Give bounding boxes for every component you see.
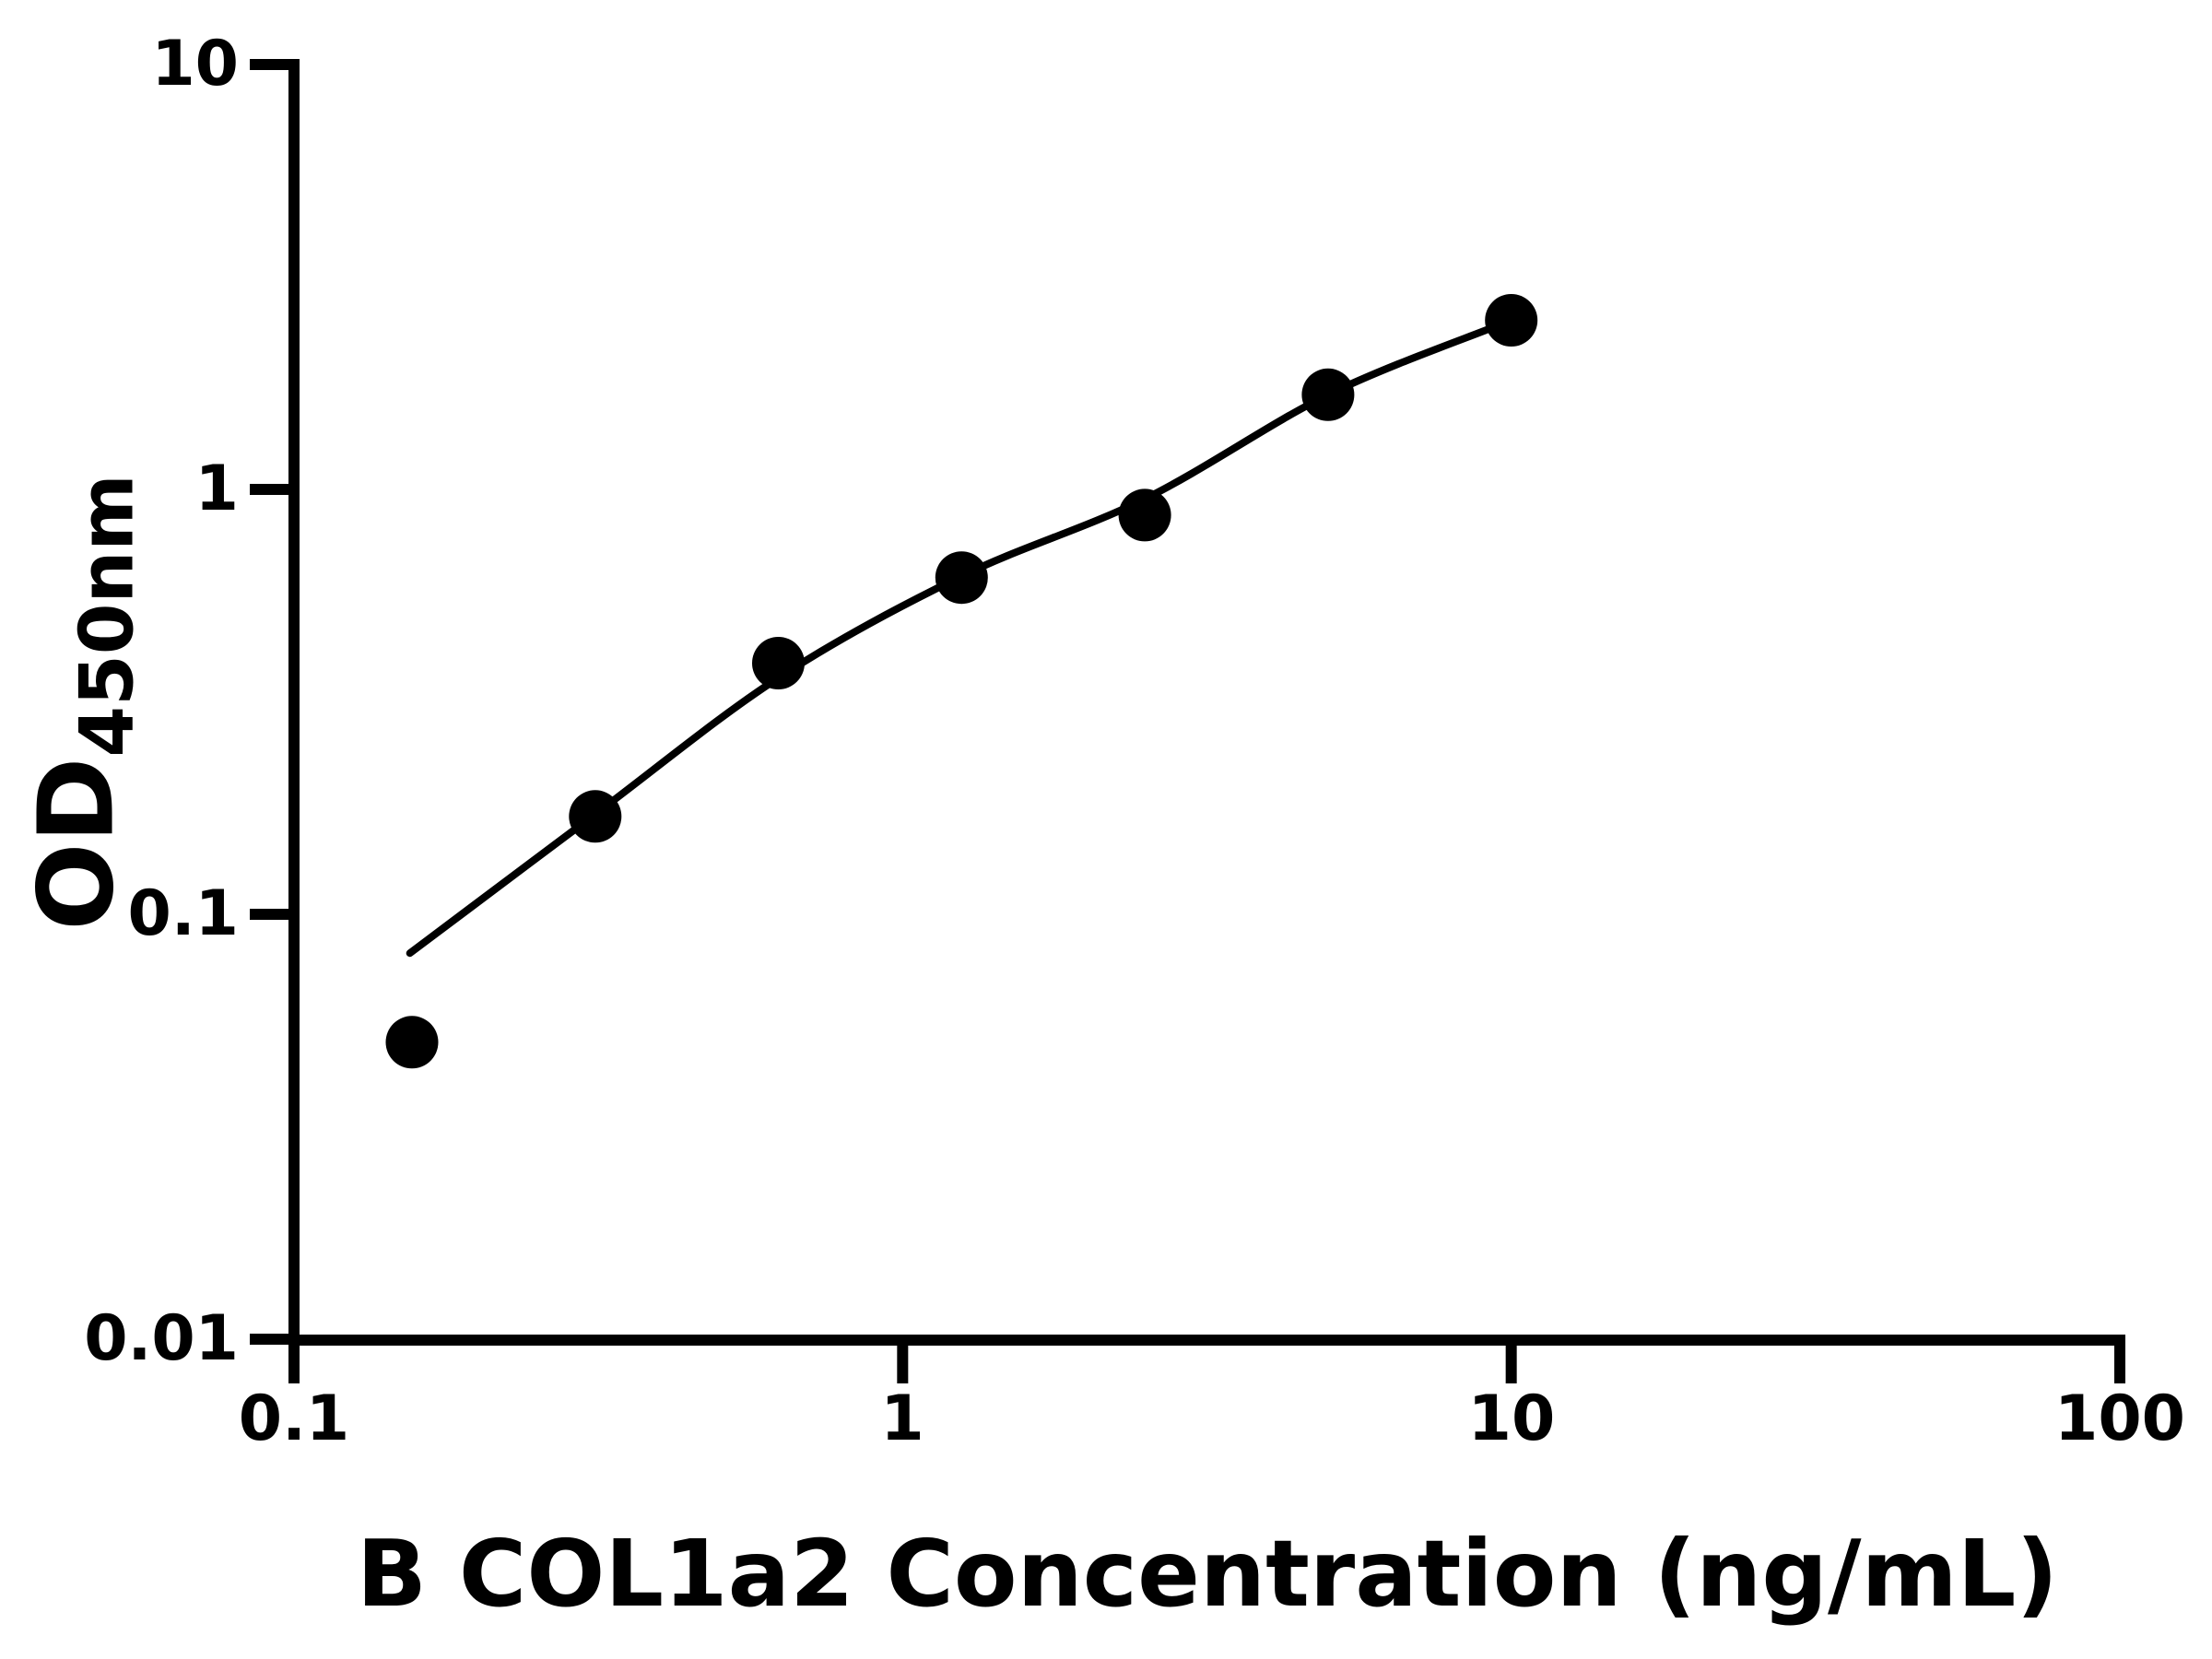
x-tick-label-0.1: 0.1 <box>238 1382 350 1455</box>
x-axis-title: B COL1a2 Concentration (ng/mL) <box>356 1520 2059 1628</box>
data-point-marker <box>1485 294 1538 347</box>
y-axis-title-subscript: 450nm <box>64 474 150 758</box>
data-point-marker <box>385 1016 439 1069</box>
x-tick-label-100: 100 <box>2054 1382 2185 1455</box>
y-tick-label-0.01: 0.01 <box>84 1302 239 1375</box>
y-axis-title-main: OD <box>17 757 137 931</box>
data-point-marker <box>935 551 988 605</box>
data-point-marker <box>1301 368 1355 421</box>
data-point-marker <box>1118 488 1171 542</box>
y-axis-title: OD450nm <box>18 474 150 931</box>
y-tick-label-10: 10 <box>151 28 239 100</box>
y-tick-label-0.1: 0.1 <box>127 877 239 950</box>
y-tick-label-1: 1 <box>194 453 239 525</box>
data-point-marker <box>752 637 805 689</box>
x-tick-label-10: 10 <box>1467 1382 1556 1455</box>
x-tick-label-1: 1 <box>880 1382 924 1455</box>
data-point-marker <box>569 790 622 843</box>
